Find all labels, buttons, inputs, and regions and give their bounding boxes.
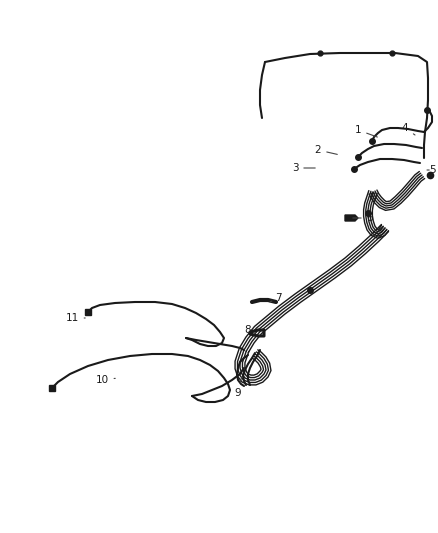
Text: 5: 5	[427, 165, 435, 175]
Text: 7: 7	[270, 293, 281, 303]
Text: 2: 2	[314, 145, 337, 155]
Text: 1: 1	[355, 125, 378, 137]
Text: 3: 3	[292, 163, 315, 173]
Text: 11: 11	[65, 313, 85, 323]
Polygon shape	[345, 215, 358, 221]
Text: 10: 10	[95, 375, 115, 385]
Text: 4: 4	[402, 123, 415, 135]
Text: 8: 8	[245, 325, 255, 335]
Text: 6: 6	[353, 213, 373, 223]
Text: 9: 9	[235, 378, 241, 398]
